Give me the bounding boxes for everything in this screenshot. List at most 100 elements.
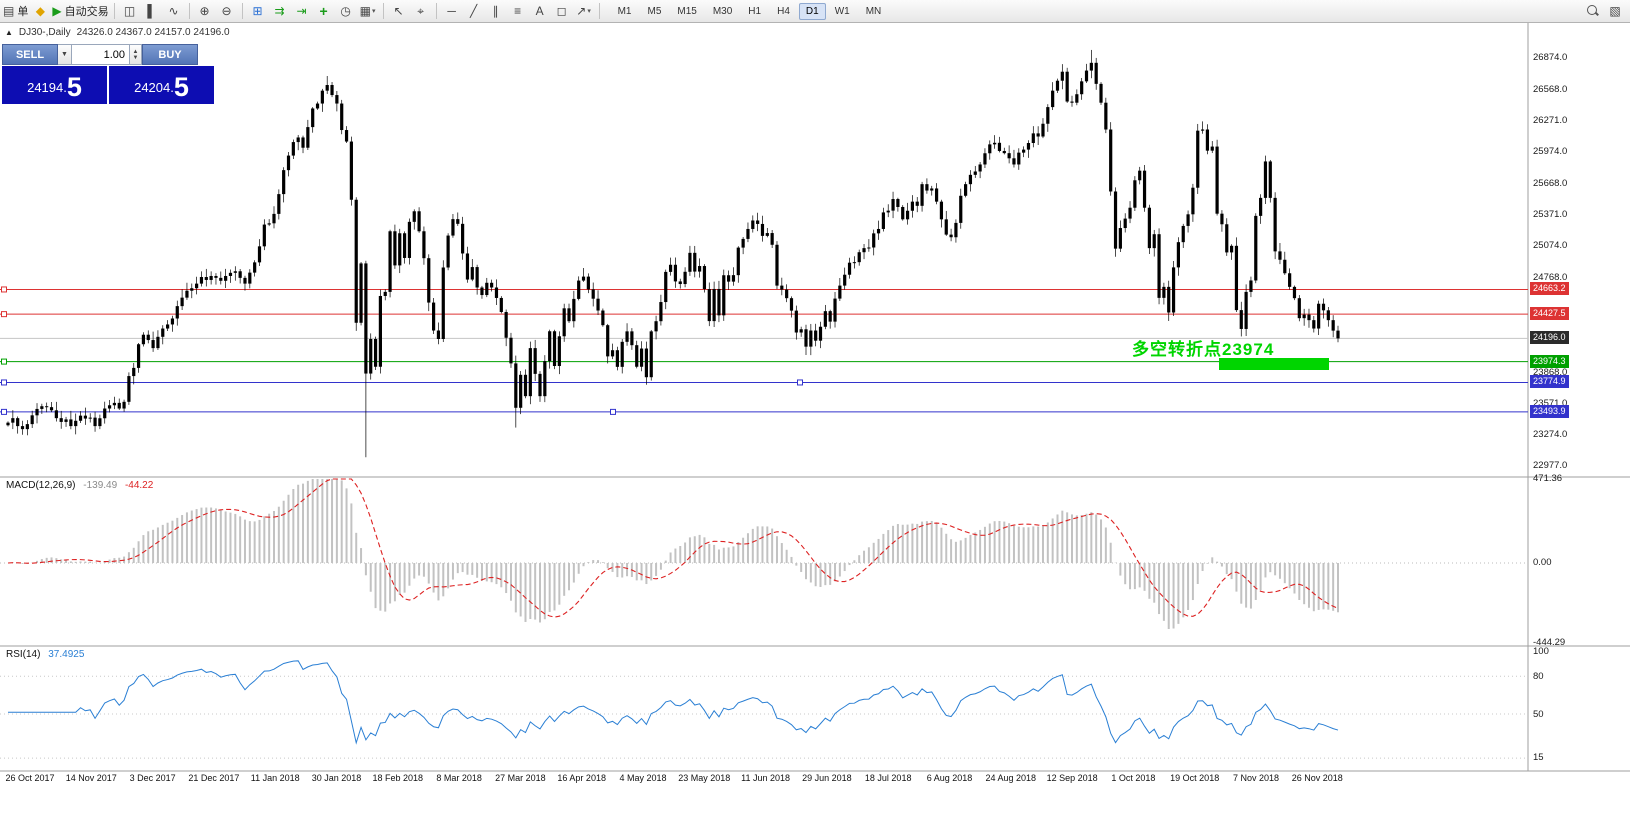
timeframe-m5[interactable]: M5 — [647, 5, 662, 17]
trendline-icon[interactable]: ╱ — [469, 4, 478, 18]
timeframe-m1[interactable]: M1 — [617, 5, 632, 17]
time-axis[interactable]: 26 Oct 2017 14 Nov 2017 3 Dec 2017 21 Dec 2… — [0, 773, 1528, 789]
buy-price-main: 24204. — [134, 80, 174, 95]
date-label: 29 Jun 2018 — [802, 773, 852, 783]
pivot-highlight-bar[interactable] — [1219, 358, 1329, 370]
price-tag-23974.3[interactable]: 23974.3 — [1530, 354, 1569, 368]
chart-info-line: ▲ DJ30-,Daily 24326.0 24367.0 24157.0 24… — [5, 27, 230, 38]
macd-axis-tick: -444.29 — [1533, 637, 1566, 649]
volume-dropdown-button[interactable]: ▼ — [58, 44, 72, 65]
buy-button[interactable]: BUY — [142, 44, 198, 65]
bar-chart-icon[interactable]: ◫ — [123, 4, 136, 18]
sell-price-display[interactable]: 24194. 5 — [2, 66, 107, 104]
sell-button[interactable]: SELL — [2, 44, 58, 65]
date-label: 18 Feb 2018 — [372, 773, 424, 783]
symbol-period-label: DJ30-,Daily — [18, 27, 71, 38]
volume-spinner[interactable]: ▲ ▼ — [130, 44, 142, 65]
line-handle[interactable] — [1, 311, 7, 318]
date-label: 3 Dec 2017 — [129, 773, 176, 783]
date-label: 19 Oct 2018 — [1170, 773, 1220, 783]
macd-signal-value: -44.22 — [124, 480, 154, 491]
price-tag-24663.2[interactable]: 24663.2 — [1530, 282, 1569, 296]
toolbar-separator — [241, 3, 243, 19]
line-handle[interactable] — [1, 358, 7, 365]
timeframe-w1[interactable]: W1 — [834, 5, 850, 17]
horizontal-line-icon[interactable]: ─ — [447, 4, 456, 18]
date-label: 21 Dec 2017 — [188, 773, 240, 783]
toolbar-separator — [435, 3, 437, 19]
line-handle[interactable] — [1, 379, 7, 386]
macd-label: MACD(12,26,9) -139.49 -44.22 — [6, 480, 153, 491]
fibonacci-icon[interactable]: ≡ — [514, 4, 522, 18]
timeframe-h1[interactable]: H1 — [748, 5, 762, 17]
line-handle[interactable] — [797, 379, 803, 386]
price-tag-24427.5[interactable]: 24427.5 — [1530, 307, 1569, 321]
price-tag-23774.9[interactable]: 23774.9 — [1530, 375, 1569, 389]
date-label: 4 May 2018 — [619, 773, 667, 783]
buy-price-big-digit: 5 — [173, 72, 189, 102]
date-label: 1 Oct 2018 — [1111, 773, 1156, 783]
volume-input[interactable] — [72, 44, 130, 65]
toolbar-separator — [113, 3, 115, 19]
price-axis[interactable]: 26874.0 26568.0 26271.0 25974.0 25668.0 25371… — [1529, 22, 1629, 782]
line-handle[interactable] — [1, 286, 7, 293]
collapse-arrow-icon[interactable]: ▲ — [5, 28, 13, 37]
period-icon[interactable]: ◷ — [340, 4, 351, 18]
zoom-out-icon[interactable]: ⊖ — [221, 4, 232, 18]
line-handle[interactable] — [610, 408, 616, 415]
arrows-icon[interactable]: ↗ ▾ — [576, 4, 591, 18]
date-label: 30 Jan 2018 — [311, 773, 362, 783]
timeframe-h4[interactable]: H4 — [777, 5, 790, 17]
tile-windows-icon[interactable]: ⊞ — [252, 4, 263, 18]
templates-icon[interactable]: ▦ ▾ — [359, 4, 376, 18]
price-tick: 26568.0 — [1533, 84, 1568, 96]
toolbar-separator — [188, 3, 190, 19]
buy-price-display[interactable]: 24204. 5 — [109, 66, 214, 104]
line-handle[interactable] — [1, 408, 7, 415]
rsi-value: 37.4925 — [48, 649, 85, 660]
chart-shift-icon[interactable]: ⇥ — [296, 4, 307, 18]
price-tag-23493.9[interactable]: 23493.9 — [1530, 404, 1569, 418]
new-chart-icon[interactable]: ◆ — [35, 4, 45, 18]
date-label: 23 May 2018 — [678, 773, 731, 783]
text-label-icon[interactable]: A — [535, 4, 544, 18]
price-tick: 25668.0 — [1533, 178, 1568, 190]
macd-signal-line — [7, 478, 1339, 618]
shapes-icon[interactable]: ◻ — [556, 4, 567, 18]
sell-price-main: 24194. — [27, 80, 67, 95]
channel-icon[interactable]: ∥ — [492, 4, 499, 18]
rsi-axis-tick: 50 — [1533, 709, 1544, 720]
new-order-button[interactable]: ▤ 单 — [3, 4, 29, 18]
line-chart-icon[interactable]: ∿ — [168, 4, 179, 18]
autotrade-button[interactable]: ▶ 自动交易 — [52, 4, 109, 18]
price-tick: 23868.0 — [1533, 366, 1568, 378]
date-label: 11 Jun 2018 — [741, 773, 791, 783]
auto-scroll-icon[interactable]: ⇉ — [274, 4, 285, 18]
candlestick-chart-icon[interactable]: ▌ — [147, 4, 156, 18]
timeframe-m15[interactable]: M15 — [677, 5, 697, 17]
zoom-in-icon[interactable]: ⊕ — [199, 4, 210, 18]
price-tick: 23571.0 — [1533, 397, 1568, 409]
one-click-trading-panel: SELL ▼ ▲▼ BUY 24194. 5 24204. 5 — [2, 44, 214, 104]
timeframe-d1[interactable]: D1 — [798, 2, 826, 20]
market-watch-panel-icon[interactable]: ▧ — [1609, 4, 1621, 18]
price-tick: 23274.0 — [1533, 428, 1568, 440]
add-indicator-icon[interactable]: + — [319, 3, 328, 19]
toolbar-icons: ▤ 单 ◆ ▶ 自动交易 ◫ ▌ ∿ ⊕ ⊖ ⊞ ⇉ ⇥ + ◷ ▦ ▾ ↖ ⌖ ─ ╱ ∥ ≡ A ◻ ↗ ▾ — [0, 0, 604, 22]
ohlc-values-label: 24326.0 24367.0 24157.0 24196.0 — [76, 27, 230, 38]
price-tag-24196.0[interactable]: 24196.0 — [1530, 331, 1569, 345]
price-tick: 26271.0 — [1533, 115, 1568, 127]
main-toolbar: ▤ 单 ◆ ▶ 自动交易 ◫ ▌ ∿ ⊕ ⊖ ⊞ ⇉ ⇥ + ◷ ▦ ▾ ↖ ⌖ ─ ╱ ∥ ≡ A ◻ ↗ ▾ M1 M5 M15 M3… — [0, 0, 1630, 23]
rsi-label: RSI(14) 37.4925 — [6, 649, 84, 660]
timeframe-mn[interactable]: MN — [865, 5, 882, 17]
crosshair-icon[interactable]: ⌖ — [417, 4, 424, 18]
date-label: 18 Jul 2018 — [864, 773, 912, 783]
timeframe-m30[interactable]: M30 — [712, 5, 733, 17]
date-label: 8 Mar 2018 — [436, 773, 482, 783]
pivot-annotation-text[interactable]: 多空转折点23974 — [1132, 340, 1275, 359]
sell-price-big-digit: 5 — [66, 72, 82, 102]
search-icon[interactable] — [1583, 1, 1603, 21]
cursor-icon[interactable]: ↖ — [393, 4, 404, 18]
